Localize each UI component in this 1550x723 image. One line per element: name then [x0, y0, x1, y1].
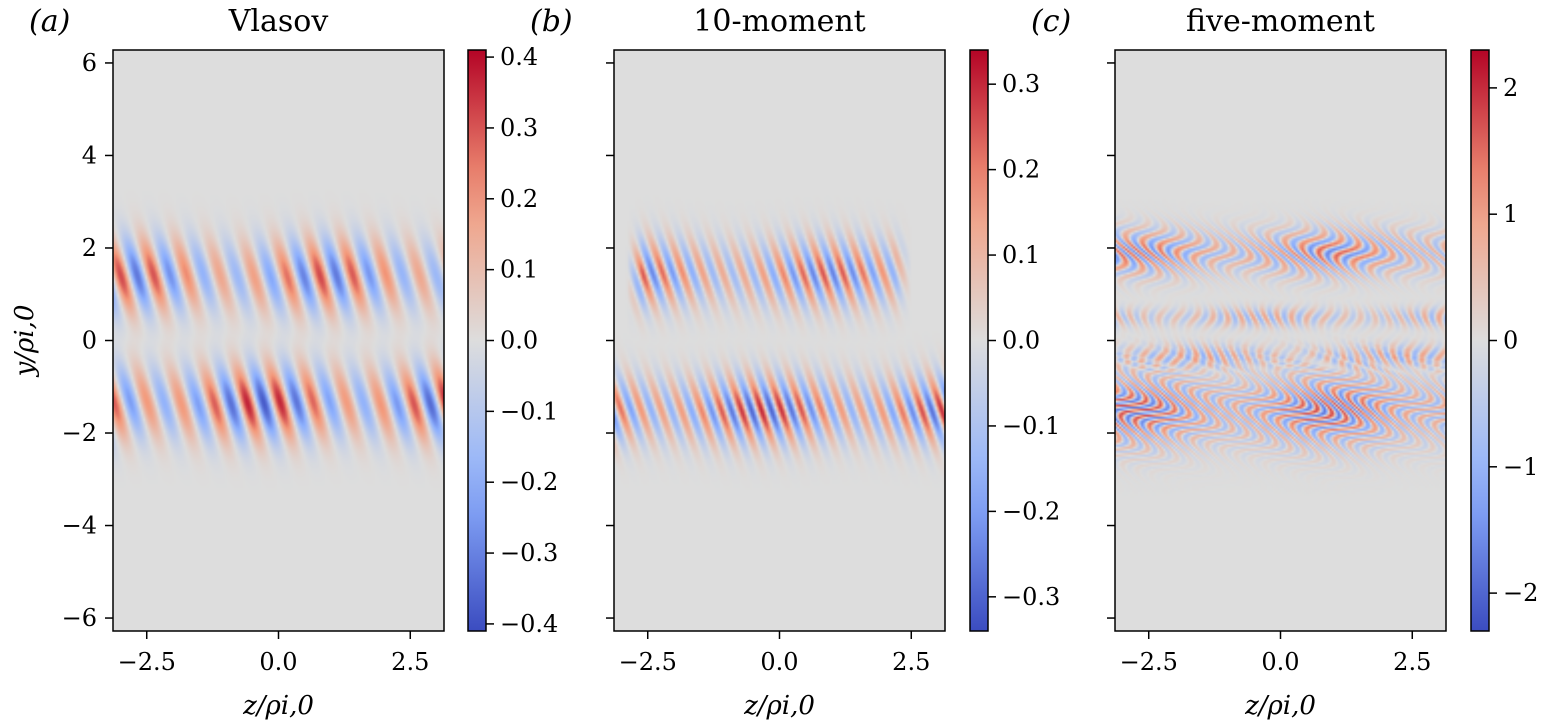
colorbar-tick-label: −0.2	[1002, 497, 1060, 525]
colorbar	[969, 49, 989, 632]
x-tick-label: −2.5	[619, 648, 677, 676]
panel-2: −2.5 0.0 2.5 10-moment (b) z/ρi,0 0.3 0.2 0.1 0.0…	[530, 4, 1060, 721]
colorbar	[1470, 49, 1490, 632]
panel-label: (b)	[530, 4, 573, 39]
colorbar-tick-label: 0.0	[500, 327, 538, 355]
panel-label: (a)	[29, 4, 70, 39]
x-tick-label: 2.5	[1393, 648, 1431, 676]
x-axis-label: z/ρi,0	[242, 691, 314, 721]
x-tick-label: −2.5	[118, 648, 176, 676]
colorbar-tick-label: 0.0	[1002, 327, 1040, 355]
y-tick-label: −4	[62, 512, 97, 540]
panel-3: −2.5 0.0 2.5 five-moment (c) z/ρi,0 2 1 0 −1 −2	[1031, 4, 1538, 721]
x-tick-label: 2.5	[391, 648, 429, 676]
colorbar-tick-label: 0.3	[1002, 70, 1040, 98]
colorbar-tick-label: −0.2	[500, 468, 558, 496]
colorbar-tick-label: −0.3	[1002, 583, 1060, 611]
panel-title: 10-moment	[693, 4, 865, 39]
colorbar-tick-label: −0.4	[500, 610, 558, 638]
colorbar-tick-label: −0.1	[500, 397, 558, 425]
colorbar-tick-label: 2	[1503, 74, 1518, 102]
colorbar-tick-label: 0.4	[500, 43, 538, 71]
y-tick-label: 2	[82, 234, 97, 262]
x-tick-label: 2.5	[892, 648, 930, 676]
y-axis-label: y/ρi,0	[10, 305, 40, 378]
colorbar-tick-label: −1	[1503, 453, 1538, 481]
colorbar-tick-label: 1	[1503, 200, 1518, 228]
colorbar	[467, 49, 487, 632]
heatmap-image	[614, 50, 945, 631]
colorbar-tick-label: 0.3	[500, 114, 538, 142]
y-tick-label: 6	[82, 49, 97, 77]
x-tick-label: 0.0	[259, 648, 297, 676]
heatmap-image	[113, 50, 444, 631]
x-tick-label: −2.5	[1120, 648, 1178, 676]
x-tick-label: 0.0	[760, 648, 798, 676]
y-tick-label: 4	[82, 141, 97, 169]
panel-label: (c)	[1031, 4, 1071, 39]
x-tick-label: 0.0	[1261, 648, 1299, 676]
panel-title: Vlasov	[228, 4, 329, 39]
y-tick-label: −6	[62, 604, 97, 632]
panel-title: five-moment	[1186, 4, 1375, 39]
panel-1: 6 4 2 0 −2 −4 −6 −2.5 0.0 2.5 Vlasov (a) z/ρi,0 y/ρi,…	[10, 4, 558, 721]
colorbar-tick-label: 0.2	[500, 185, 538, 213]
colorbar-tick-label: 0.1	[500, 256, 538, 284]
colorbar-tick-label: 0	[1503, 327, 1518, 355]
x-axis-label: z/ρi,0	[1244, 691, 1316, 721]
colorbar-tick-label: −0.1	[1002, 412, 1060, 440]
y-tick-label: 0	[82, 327, 97, 355]
x-axis-label: z/ρi,0	[743, 691, 815, 721]
y-tick-label: −2	[62, 419, 97, 447]
colorbar-tick-label: −2	[1503, 579, 1538, 607]
colorbar-tick-label: 0.1	[1002, 241, 1040, 269]
colorbar-tick-label: 0.2	[1002, 156, 1040, 184]
colorbar-tick-label: −0.3	[500, 539, 558, 567]
heatmap-image	[1115, 50, 1446, 631]
